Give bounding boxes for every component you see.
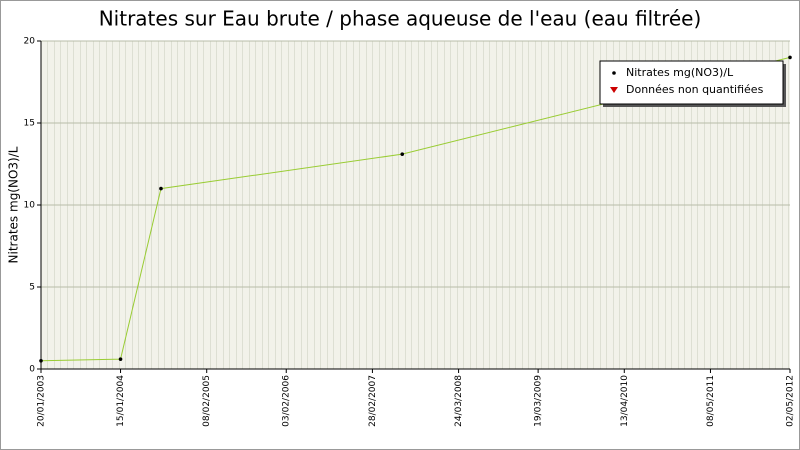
data-point: [788, 55, 792, 60]
y-tick-label: 10: [24, 201, 36, 211]
x-tick-label: 28/02/2007: [368, 375, 378, 427]
y-tick-label: 15: [24, 119, 35, 129]
legend-marker: [612, 71, 616, 75]
legend-label: Données non quantifiées: [626, 83, 764, 96]
x-tick-label: 19/03/2009: [534, 375, 544, 427]
y-tick-label: 5: [29, 283, 35, 293]
y-axis-label: Nitrates mg(NO3)/L: [7, 146, 21, 263]
x-tick-label: 15/01/2004: [116, 375, 126, 427]
legend-label: Nitrates mg(NO3)/L: [626, 66, 734, 79]
y-tick-label: 0: [29, 365, 35, 375]
legend-box: [599, 60, 784, 105]
data-point: [118, 357, 123, 361]
x-tick-label: 24/03/2008: [454, 375, 464, 427]
x-tick-label: 02/05/2012: [786, 375, 796, 427]
x-tick-label: 13/04/2010: [620, 375, 630, 427]
data-point: [159, 186, 163, 191]
x-tick-label: 20/01/2003: [37, 375, 47, 427]
data-point: [39, 359, 43, 363]
x-tick-label: 08/02/2005: [202, 375, 212, 427]
y-tick-label: 20: [24, 37, 36, 47]
chart-title: Nitrates sur Eau brute / phase aqueuse d…: [99, 7, 702, 31]
legend-marker: [610, 87, 618, 93]
x-tick-label: 03/02/2006: [282, 375, 292, 427]
x-tick-label: 08/05/2011: [706, 375, 716, 427]
data-point: [400, 152, 405, 156]
